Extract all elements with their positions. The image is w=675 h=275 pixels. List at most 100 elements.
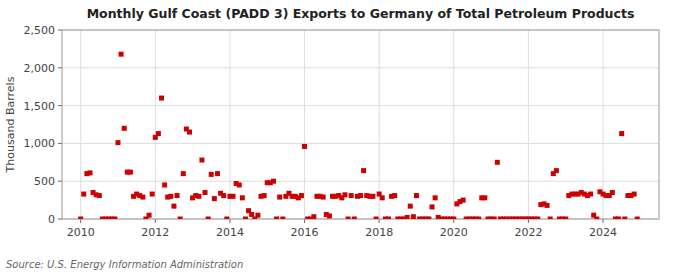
point (482, 195, 487, 200)
point (349, 193, 354, 198)
chart: 05001,0001,5002,0002,5002010201220142016… (0, 0, 675, 275)
point (548, 217, 553, 220)
point (255, 213, 260, 218)
point (215, 171, 220, 176)
y-axis-label: Thousand Barrels (4, 76, 17, 173)
point (622, 217, 627, 220)
point (209, 172, 214, 177)
x-tick (379, 219, 380, 223)
point (433, 195, 438, 200)
x-grid-line (528, 30, 529, 219)
point (358, 193, 363, 198)
point (545, 203, 550, 208)
point (563, 217, 568, 220)
grid (62, 30, 659, 219)
point (274, 217, 279, 220)
point (147, 213, 152, 218)
point (221, 193, 226, 198)
point (128, 170, 133, 175)
y-tick (58, 143, 62, 144)
point (112, 217, 117, 220)
y-tick-label: 1,500 (24, 100, 56, 113)
point (374, 217, 379, 220)
point (115, 140, 120, 145)
point (277, 195, 282, 200)
point (119, 52, 124, 57)
x-tick-label: 2010 (67, 226, 95, 239)
point (196, 194, 201, 199)
point (87, 170, 92, 175)
y-tick (58, 67, 62, 68)
points (78, 52, 640, 219)
point (97, 193, 102, 198)
point (426, 217, 431, 220)
title: Monthly Gulf Coast (PADD 3) Exports to G… (87, 6, 635, 21)
point (635, 217, 640, 220)
point (262, 193, 267, 198)
x-tick-label: 2012 (141, 226, 169, 239)
point (594, 217, 599, 220)
point (411, 214, 416, 219)
point (181, 171, 186, 176)
point (81, 192, 86, 197)
point (476, 217, 481, 220)
point (380, 195, 385, 200)
x-grid-line (379, 30, 380, 219)
point (408, 204, 413, 209)
axes: 05001,0001,5002,0002,5002010201220142016… (24, 24, 660, 239)
point (342, 192, 347, 197)
point (178, 217, 183, 220)
point (321, 195, 326, 200)
x-tick-label: 2024 (589, 226, 617, 239)
point (171, 204, 176, 209)
x-tick-label: 2020 (440, 226, 468, 239)
point (249, 212, 254, 217)
point (554, 168, 559, 173)
x-tick-label: 2022 (514, 226, 542, 239)
point (203, 190, 208, 195)
y-tick-label: 0 (48, 213, 55, 226)
x-tick-label: 2018 (365, 226, 393, 239)
y-grid-line (62, 181, 659, 182)
source-note: Source: U.S. Energy Information Administ… (6, 259, 243, 270)
point (187, 130, 192, 135)
point (140, 195, 145, 200)
x-tick-label: 2014 (216, 226, 244, 239)
point (361, 168, 366, 173)
point (616, 217, 621, 220)
point (231, 194, 236, 199)
point (175, 193, 180, 198)
y-tick-label: 500 (34, 175, 55, 188)
y-grid-line (62, 67, 659, 68)
point (588, 192, 593, 197)
point (451, 217, 456, 220)
x-tick (155, 219, 156, 223)
y-tick (58, 105, 62, 106)
plot-frame (62, 30, 659, 219)
point (150, 192, 155, 197)
x-grid-line (229, 30, 230, 219)
point (122, 126, 127, 131)
chart-container: 05001,0001,5002,0002,5002010201220142016… (0, 0, 675, 275)
point (299, 193, 304, 198)
x-tick (304, 219, 305, 223)
point (243, 217, 248, 220)
x-tick (603, 219, 604, 223)
x-grid-line (80, 30, 81, 219)
x-grid-line (304, 30, 305, 219)
point (212, 196, 217, 201)
x-tick (229, 219, 230, 223)
x-tick (453, 219, 454, 223)
y-grid-line (62, 143, 659, 144)
point (224, 217, 229, 220)
point (346, 217, 351, 220)
x-tick-label: 2016 (291, 226, 319, 239)
y-tick (58, 30, 62, 31)
point (280, 217, 285, 220)
y-grid-line (62, 105, 659, 106)
point (430, 204, 435, 209)
point (168, 194, 173, 199)
y-tick (58, 181, 62, 182)
point (271, 179, 276, 184)
x-tick (528, 219, 529, 223)
